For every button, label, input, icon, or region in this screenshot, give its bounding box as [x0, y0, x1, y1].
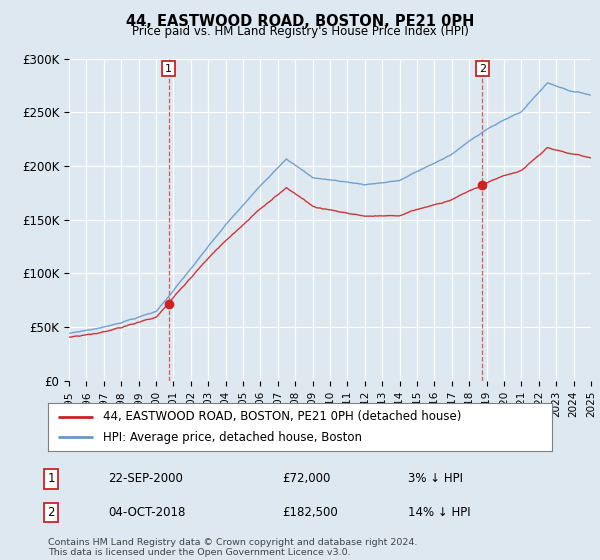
Text: £182,500: £182,500: [282, 506, 338, 519]
Text: £72,000: £72,000: [282, 472, 331, 486]
Text: 44, EASTWOOD ROAD, BOSTON, PE21 0PH (detached house): 44, EASTWOOD ROAD, BOSTON, PE21 0PH (det…: [103, 410, 462, 423]
Text: 44, EASTWOOD ROAD, BOSTON, PE21 0PH: 44, EASTWOOD ROAD, BOSTON, PE21 0PH: [126, 14, 474, 29]
Text: Contains HM Land Registry data © Crown copyright and database right 2024.
This d: Contains HM Land Registry data © Crown c…: [48, 538, 418, 557]
Text: 2: 2: [47, 506, 55, 519]
Text: 14% ↓ HPI: 14% ↓ HPI: [408, 506, 470, 519]
Text: 04-OCT-2018: 04-OCT-2018: [108, 506, 185, 519]
Text: Price paid vs. HM Land Registry's House Price Index (HPI): Price paid vs. HM Land Registry's House …: [131, 25, 469, 38]
Text: 2: 2: [479, 64, 486, 73]
Text: 1: 1: [47, 472, 55, 486]
Text: HPI: Average price, detached house, Boston: HPI: Average price, detached house, Bost…: [103, 431, 362, 444]
Text: 1: 1: [165, 64, 172, 73]
Text: 22-SEP-2000: 22-SEP-2000: [108, 472, 183, 486]
Text: 3% ↓ HPI: 3% ↓ HPI: [408, 472, 463, 486]
